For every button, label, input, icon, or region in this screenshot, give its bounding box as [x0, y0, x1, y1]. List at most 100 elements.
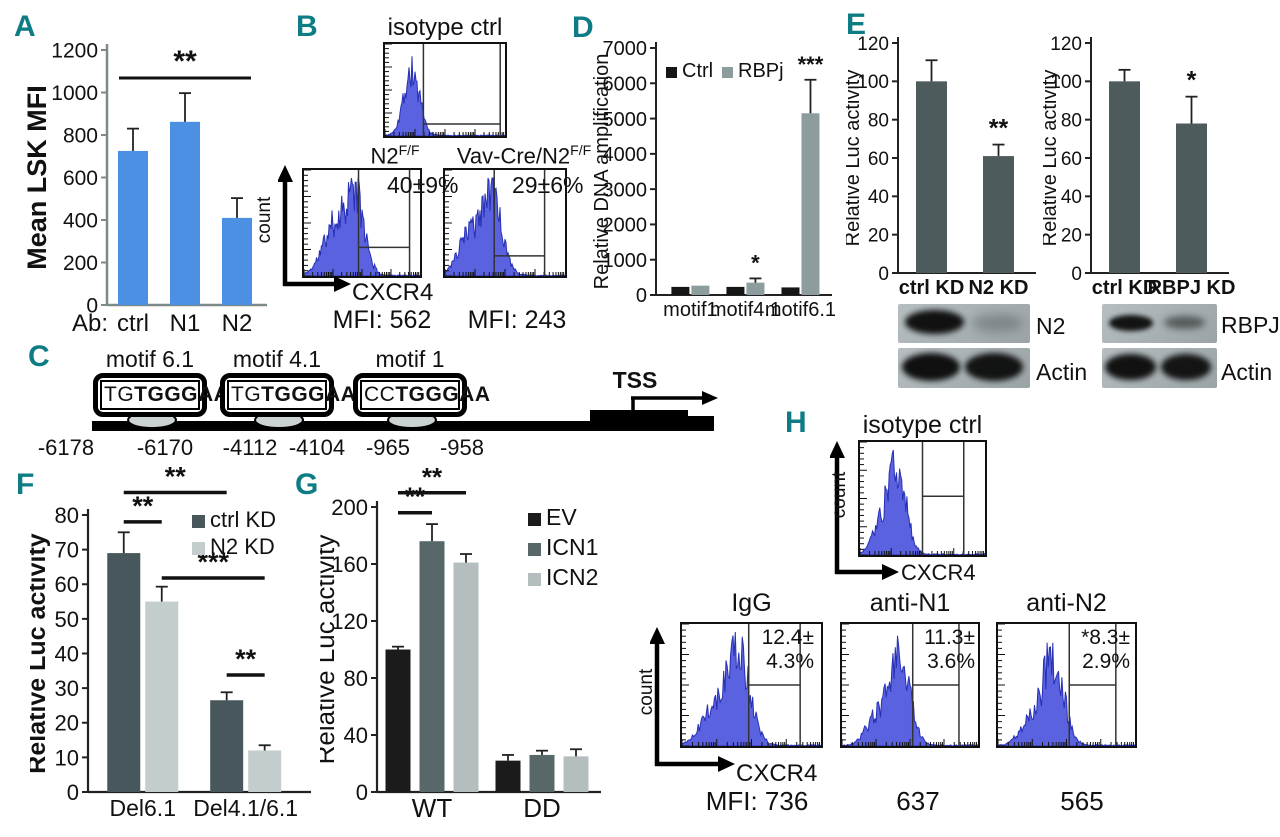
b-n2ff-histogram — [302, 168, 422, 278]
svg-text:WT: WT — [412, 793, 453, 823]
motif-6-1-box: TGTGGGAA — [93, 373, 229, 417]
svg-text:motif6.1: motif6.1 — [765, 299, 836, 321]
svg-text:50: 50 — [55, 607, 79, 632]
svg-text:**: ** — [165, 461, 187, 491]
svg-text:60: 60 — [55, 572, 79, 597]
motif-1-name: motif 1 — [375, 346, 445, 372]
svg-text:*: * — [751, 250, 760, 275]
svg-text:ctrl: ctrl — [117, 310, 149, 337]
svg-text:5000: 5000 — [603, 109, 648, 131]
rbpj-blot-label: RBPJ — [1221, 312, 1280, 338]
svg-text:60: 60 — [1061, 149, 1082, 170]
svg-text:***: *** — [798, 52, 824, 77]
svg-text:80: 80 — [344, 666, 368, 691]
svg-text:0: 0 — [356, 780, 368, 805]
svg-text:70: 70 — [55, 538, 79, 563]
actin-blot-label-left: Actin — [1036, 359, 1088, 385]
svg-text:2000: 2000 — [603, 215, 648, 237]
svg-text:N2 KD: N2 KD — [968, 277, 1028, 299]
h-isotype-count-cxcr4-axes-arrows — [829, 440, 900, 585]
svg-text:Ctrl: Ctrl — [682, 60, 713, 82]
svg-text:6000: 6000 — [603, 73, 648, 95]
svg-text:ICN2: ICN2 — [546, 564, 598, 590]
b-count-cxcr4-axes-arrows — [277, 164, 352, 297]
svg-text:400: 400 — [63, 210, 98, 233]
b-mfi-left: MFI: 562 — [332, 306, 432, 334]
panel-label-e: E — [846, 8, 867, 41]
svg-text:0: 0 — [67, 780, 79, 805]
h-igg-count-axis-label: count — [636, 668, 657, 716]
h-isotype-count-axis-label: count — [829, 471, 850, 519]
protein-band — [1108, 314, 1153, 331]
actin-western-blot-right — [1102, 348, 1217, 388]
b-cxcr4-axis-label: CXCR4 — [352, 279, 434, 306]
svg-text:*: * — [1187, 67, 1197, 95]
protein-band — [1164, 315, 1206, 329]
protein-band — [1105, 353, 1157, 380]
svg-text:Relative Luc activity: Relative Luc activity — [846, 70, 864, 247]
b-vav-percentage: 29±6% — [512, 172, 584, 198]
h-antin2-percentage: *8.3± 2.9% — [1081, 626, 1130, 673]
svg-text:motif4.1: motif4.1 — [710, 299, 781, 321]
svg-text:80: 80 — [868, 111, 889, 132]
h-igg-count-cxcr4-axes-arrows — [649, 626, 736, 777]
protein-band — [901, 352, 961, 381]
h-igg-cxcr4-axis-label: CXCR4 — [736, 760, 818, 787]
svg-text:120: 120 — [331, 609, 368, 634]
dna-amplification-bar-chart: 0 1000 2000 3000 4000 5000 6000 7000 Relative DN… — [591, 25, 842, 330]
h-igg-percentage: 12.4± 4.3% — [761, 626, 814, 673]
svg-text:200: 200 — [63, 252, 98, 275]
motif-4-1-pos-left: -4112 — [222, 435, 278, 460]
svg-text:20: 20 — [55, 711, 79, 736]
motif-1-pos-right: -958 — [439, 435, 485, 460]
panel-label-g: G — [295, 468, 319, 501]
svg-text:1000: 1000 — [51, 82, 98, 105]
svg-text:1000: 1000 — [603, 250, 648, 272]
motif-1-pos-left: -965 — [365, 435, 411, 460]
panel-label-c: C — [28, 340, 50, 373]
svg-text:80: 80 — [1061, 111, 1082, 132]
svg-text:Ab:: Ab: — [72, 310, 108, 337]
svg-text:200: 200 — [331, 495, 368, 520]
luc-activity-deletion-bar-chart: 0 10 20 30 40 50 60 70 80 Relative Luc activity De… — [23, 457, 315, 829]
h-igg-title: IgG — [731, 589, 772, 617]
svg-text:4000: 4000 — [603, 144, 648, 166]
b-mfi-right: MFI: 243 — [467, 306, 567, 334]
luc-activity-n2kd-bar-chart: 0 20 40 60 80 100 120 Relative Luc activity ctrl… — [842, 27, 1046, 312]
svg-text:1200: 1200 — [51, 40, 98, 63]
svg-text:0: 0 — [1071, 264, 1082, 285]
tss-arrow — [631, 391, 718, 424]
panel-label-a: A — [14, 10, 36, 43]
svg-text:100: 100 — [857, 72, 889, 93]
protein-band — [971, 314, 1023, 332]
panel-label-b: B — [296, 10, 318, 43]
svg-text:40: 40 — [1061, 187, 1082, 208]
svg-text:3000: 3000 — [603, 179, 648, 201]
tss-label: TSS — [612, 367, 658, 393]
svg-text:**: ** — [989, 115, 1009, 143]
svg-text:0: 0 — [86, 295, 98, 318]
svg-text:N2: N2 — [222, 310, 253, 337]
motif-1-box: CCTGGGAA — [353, 373, 490, 417]
b-vav-title: Vav-Cre/N2F/F — [456, 142, 592, 169]
svg-text:RBPJ KD: RBPJ KD — [1148, 277, 1236, 299]
svg-text:120: 120 — [857, 34, 889, 55]
svg-text:ctrl KD: ctrl KD — [1092, 277, 1158, 299]
h-antin2-mfi: 565 — [1060, 786, 1104, 816]
svg-text:motif1: motif1 — [663, 299, 717, 321]
h-igg-histogram — [680, 622, 823, 748]
svg-text:0: 0 — [878, 264, 889, 285]
protein-band — [1160, 353, 1212, 380]
svg-text:ctrl KD: ctrl KD — [899, 277, 965, 299]
n2-western-blot — [898, 304, 1030, 343]
svg-text:20: 20 — [868, 226, 889, 247]
protein-band — [904, 310, 964, 335]
svg-text:120: 120 — [1050, 34, 1082, 55]
svg-text:10: 10 — [55, 745, 79, 770]
svg-text:0: 0 — [636, 285, 647, 307]
luc-activity-icn-bar-chart: 0 40 80 120 160 200 Relative Luc activity WT DD *… — [310, 457, 610, 829]
motif-6-1-pos-left: -6178 — [37, 435, 95, 460]
svg-text:40: 40 — [868, 187, 889, 208]
gene-block — [590, 410, 688, 422]
